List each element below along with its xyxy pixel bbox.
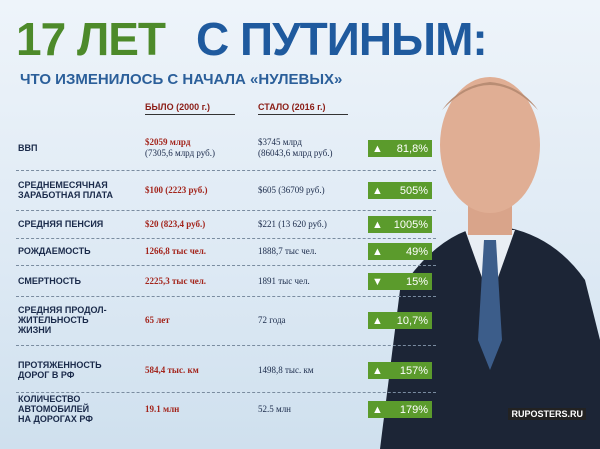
before-line: 1266,8 тыс чел. xyxy=(145,245,207,256)
label-line: СМЕРТНОСТЬ xyxy=(18,276,82,286)
change-badge: ▲ 157% xyxy=(368,362,432,379)
after-cell: 72 года xyxy=(258,315,286,326)
change-badge: ▲ 179% xyxy=(368,401,432,418)
label-line: КОЛИЧЕСТВО xyxy=(18,394,81,404)
before-cell: 584,4 тыс. км xyxy=(145,365,199,376)
label-line: СРЕДНЯЯ ПРОДОЛ- xyxy=(18,305,107,315)
after-line: 52.5 млн xyxy=(258,403,292,414)
change-badge: ▲ 1005% xyxy=(368,216,432,233)
label-line: НА ДОРОГАХ РФ xyxy=(18,414,93,424)
after-cell: $3745 млрд (86043,6 млрд руб.) xyxy=(258,137,332,159)
before-cell: $20 (823,4 руб.) xyxy=(145,219,205,230)
change-value: 49% xyxy=(405,245,428,258)
before-line: $100 (2223 руб.) xyxy=(145,184,208,195)
after-line: 1498,8 тыс. км xyxy=(258,364,314,375)
label-line: АВТОМОБИЛЕЙ xyxy=(18,404,90,414)
before-cell: 65 лет xyxy=(145,315,170,326)
change-value: 179% xyxy=(399,403,428,416)
row-separator xyxy=(16,392,436,393)
after-cell: 52.5 млн xyxy=(258,404,291,415)
row-separator xyxy=(16,265,436,266)
after-cell: 1891 тыс чел. xyxy=(258,276,310,287)
change-badge: ▲ 505% xyxy=(368,182,432,199)
change-badge: ▲ 10,7% xyxy=(368,312,432,329)
row-separator xyxy=(16,238,436,239)
label-cell: СРЕДНЕМЕСЯЧНАЯ ЗАРАБОТНАЯ ПЛАТА xyxy=(18,180,113,200)
row-separator xyxy=(16,345,436,346)
after-line: $605 (36709 руб.) xyxy=(258,184,325,195)
change-badge: ▼ 15% xyxy=(368,273,432,290)
label-cell: ПРОТЯЖЕННОСТЬ ДОРОГ В РФ xyxy=(18,360,102,380)
row-separator xyxy=(16,170,436,171)
label-cell: РОЖДАЕМОСТЬ xyxy=(18,246,91,256)
after-cell: $221 (13 620 руб.) xyxy=(258,219,327,230)
label-cell: СРЕДНЯЯ ПЕНСИЯ xyxy=(18,219,103,229)
portrait-silhouette xyxy=(380,77,600,449)
after-line: $3745 млрд xyxy=(258,137,302,147)
label-line: СРЕДНЯЯ ПЕНСИЯ xyxy=(18,219,104,229)
after-line: 1891 тыс чел. xyxy=(258,275,310,286)
label-line: ВВП xyxy=(18,143,38,153)
change-arrow: ▲ xyxy=(372,142,383,155)
label-line: ЖИТЕЛЬНОСТЬ xyxy=(18,315,89,325)
label-line: ЖИЗНИ xyxy=(18,325,52,335)
column-header: БЫЛО (2000 г.) xyxy=(145,102,210,112)
change-value: 15% xyxy=(405,275,428,288)
column-rule xyxy=(258,114,348,115)
change-arrow: ▲ xyxy=(372,364,383,377)
before-cell: 2225,3 тыс чел. xyxy=(145,276,206,287)
change-badge: ▲ 81,8% xyxy=(368,140,432,157)
change-arrow: ▲ xyxy=(372,184,383,197)
before-line: 65 лет xyxy=(145,314,170,325)
before-cell: 1266,8 тыс чел. xyxy=(145,246,206,257)
label-cell: ВВП xyxy=(18,143,37,153)
label-cell: СРЕДНЯЯ ПРОДОЛ- ЖИТЕЛЬНОСТЬ ЖИЗНИ xyxy=(18,305,107,335)
before-cell: 19.1 млн xyxy=(145,404,179,415)
title-blue: С ПУТИНЫМ: xyxy=(196,13,488,65)
change-value: 157% xyxy=(399,364,428,377)
label-line: РОЖДАЕМОСТЬ xyxy=(18,246,91,256)
before-line: 19.1 млн xyxy=(145,403,180,414)
change-arrow: ▲ xyxy=(372,218,383,231)
after-line: 1888,7 тыс чел. xyxy=(258,245,317,256)
label-line: ЗАРАБОТНАЯ ПЛАТА xyxy=(18,190,114,200)
after-line: (86043,6 млрд руб.) xyxy=(258,148,333,158)
change-arrow: ▲ xyxy=(372,403,383,416)
subtitle: ЧТО ИЗМЕНИЛОСЬ С НАЧАЛА «НУЛЕВЫХ» xyxy=(20,71,343,88)
label-line: ДОРОГ В РФ xyxy=(18,370,75,380)
label-cell: КОЛИЧЕСТВО АВТОМОБИЛЕЙ НА ДОРОГАХ РФ xyxy=(18,394,93,424)
row-separator xyxy=(16,296,436,297)
before-line: $2059 млрд xyxy=(145,137,191,147)
row-separator xyxy=(16,210,436,211)
change-value: 1005% xyxy=(393,218,428,231)
change-arrow: ▼ xyxy=(372,275,383,288)
watermark: RUPOSTERS.RU xyxy=(508,408,586,420)
before-cell: $100 (2223 руб.) xyxy=(145,185,208,196)
before-line: $20 (823,4 руб.) xyxy=(145,218,206,229)
before-line: 2225,3 тыс чел. xyxy=(145,275,207,286)
after-cell: 1888,7 тыс чел. xyxy=(258,246,317,257)
change-badge: ▲ 49% xyxy=(368,243,432,260)
change-value: 81,8% xyxy=(396,142,428,155)
before-line: 584,4 тыс. км xyxy=(145,364,199,375)
before-line: (7305,6 млрд руб.) xyxy=(145,148,215,158)
after-cell: $605 (36709 руб.) xyxy=(258,185,325,196)
after-line: 72 года xyxy=(258,314,286,325)
before-cell: $2059 млрд (7305,6 млрд руб.) xyxy=(145,137,215,159)
change-value: 10,7% xyxy=(396,314,428,327)
label-cell: СМЕРТНОСТЬ xyxy=(18,276,81,286)
label-line: СРЕДНЕМЕСЯЧНАЯ xyxy=(18,180,108,190)
title-green: 17 ЛЕТ xyxy=(16,13,166,65)
change-value: 505% xyxy=(399,184,428,197)
column-header: СТАЛО (2016 г.) xyxy=(258,102,326,112)
label-line: ПРОТЯЖЕННОСТЬ xyxy=(18,360,102,370)
column-rule xyxy=(145,114,235,115)
change-arrow: ▲ xyxy=(372,245,383,258)
change-arrow: ▲ xyxy=(372,314,383,327)
after-cell: 1498,8 тыс. км xyxy=(258,365,314,376)
after-line: $221 (13 620 руб.) xyxy=(258,218,327,229)
